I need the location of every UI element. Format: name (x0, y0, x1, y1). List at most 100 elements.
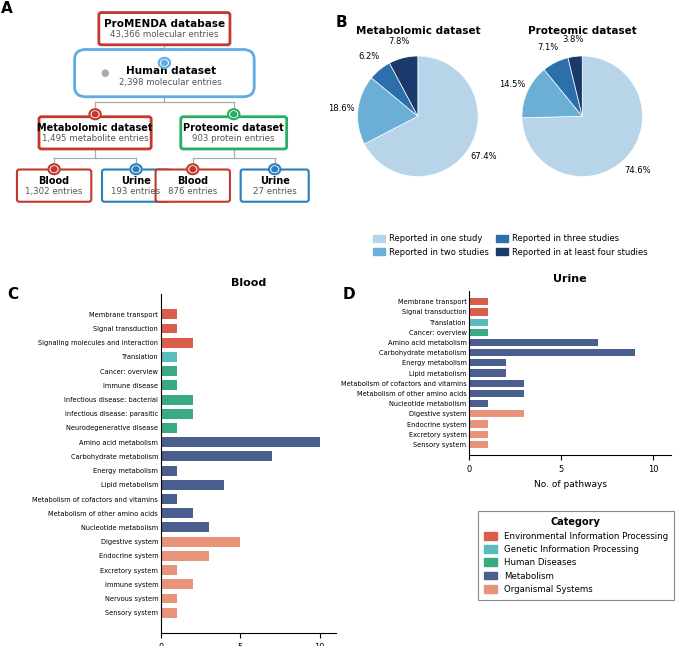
Circle shape (159, 58, 170, 68)
Circle shape (130, 164, 142, 174)
Wedge shape (544, 57, 582, 116)
Bar (161, 537, 240, 547)
Text: C: C (7, 287, 18, 302)
Bar (469, 318, 488, 326)
Bar (469, 349, 634, 356)
Bar (469, 410, 524, 417)
Text: Data selection: Data selection (158, 48, 215, 57)
Text: 74.6%: 74.6% (624, 165, 651, 174)
Title: Metabolomic dataset: Metabolomic dataset (356, 26, 480, 36)
Text: Metabolomic dataset: Metabolomic dataset (37, 123, 153, 133)
Bar (469, 431, 488, 438)
Text: 43,366 molecular entries: 43,366 molecular entries (110, 30, 219, 39)
Text: 1,302 entries: 1,302 entries (25, 187, 83, 196)
Title: Urine: Urine (553, 275, 587, 284)
Bar (161, 352, 177, 362)
X-axis label: No. of pathways: No. of pathways (534, 480, 607, 489)
Text: 2,398 molecular entries: 2,398 molecular entries (119, 78, 222, 87)
Text: Blood: Blood (38, 176, 70, 185)
Bar (161, 523, 209, 532)
Circle shape (162, 60, 167, 65)
Wedge shape (364, 56, 478, 176)
Bar (161, 579, 192, 589)
Text: Urine: Urine (121, 176, 151, 185)
Bar (469, 390, 524, 397)
Circle shape (231, 112, 236, 117)
Text: 6.2%: 6.2% (358, 52, 379, 61)
Title: Proteomic dataset: Proteomic dataset (528, 26, 636, 36)
Bar (469, 339, 598, 346)
Bar (161, 452, 272, 461)
Wedge shape (522, 70, 582, 118)
Text: A: A (1, 1, 12, 16)
Bar (161, 594, 177, 603)
Wedge shape (568, 56, 582, 116)
Circle shape (51, 167, 57, 172)
Bar (161, 423, 177, 433)
Text: 27 entries: 27 entries (253, 187, 297, 196)
Wedge shape (390, 56, 418, 116)
Text: 903 protein entries: 903 protein entries (192, 134, 275, 143)
Text: Human dataset: Human dataset (125, 66, 216, 76)
Bar (161, 409, 192, 419)
Circle shape (90, 109, 101, 120)
Wedge shape (522, 56, 643, 176)
Circle shape (190, 167, 196, 172)
Bar (469, 441, 488, 448)
Text: Urine: Urine (260, 176, 290, 185)
Title: Blood: Blood (231, 278, 266, 287)
Text: ●: ● (100, 68, 109, 78)
FancyBboxPatch shape (39, 117, 151, 149)
Circle shape (92, 112, 98, 117)
Bar (161, 338, 192, 348)
Text: B: B (336, 15, 347, 30)
Bar (469, 370, 506, 377)
Circle shape (187, 164, 199, 174)
Bar (161, 324, 177, 333)
Circle shape (272, 167, 277, 172)
FancyBboxPatch shape (181, 117, 286, 149)
Text: 193 entries: 193 entries (112, 187, 160, 196)
Bar (469, 400, 488, 407)
Text: Proteomic dataset: Proteomic dataset (184, 123, 284, 133)
Bar (161, 366, 177, 376)
Bar (161, 480, 225, 490)
Legend: Reported in one study, Reported in two studies, Reported in three studies, Repor: Reported in one study, Reported in two s… (369, 231, 651, 260)
Circle shape (269, 164, 280, 174)
Wedge shape (358, 78, 418, 144)
Bar (469, 298, 488, 306)
Text: 14.5%: 14.5% (499, 79, 525, 89)
FancyBboxPatch shape (240, 169, 309, 202)
Circle shape (49, 164, 60, 174)
FancyBboxPatch shape (17, 169, 91, 202)
Text: ProMENDA database: ProMENDA database (104, 19, 225, 28)
Circle shape (228, 109, 239, 120)
Bar (161, 309, 177, 319)
Text: 7.8%: 7.8% (388, 37, 410, 46)
Wedge shape (371, 63, 418, 116)
Bar (161, 466, 177, 475)
Legend: Environmental Information Processing, Genetic Information Processing, Human Dise: Environmental Information Processing, Ge… (478, 511, 674, 600)
FancyBboxPatch shape (155, 169, 230, 202)
Bar (469, 308, 488, 315)
Text: 7.1%: 7.1% (537, 43, 558, 52)
Bar (161, 608, 177, 618)
FancyBboxPatch shape (99, 12, 230, 45)
Text: Blood: Blood (177, 176, 208, 185)
Bar (469, 329, 488, 336)
Bar (161, 494, 177, 504)
Bar (161, 395, 192, 404)
Bar (161, 565, 177, 575)
Bar (161, 551, 209, 561)
Bar (161, 508, 192, 518)
Text: D: D (342, 287, 355, 302)
Text: 18.6%: 18.6% (328, 103, 354, 112)
FancyBboxPatch shape (75, 50, 254, 97)
Bar (161, 380, 177, 390)
Bar (469, 359, 506, 366)
FancyBboxPatch shape (102, 169, 170, 202)
Text: 1,495 metabolite entries: 1,495 metabolite entries (42, 134, 149, 143)
Circle shape (133, 167, 139, 172)
Bar (161, 437, 320, 447)
Bar (469, 380, 524, 387)
